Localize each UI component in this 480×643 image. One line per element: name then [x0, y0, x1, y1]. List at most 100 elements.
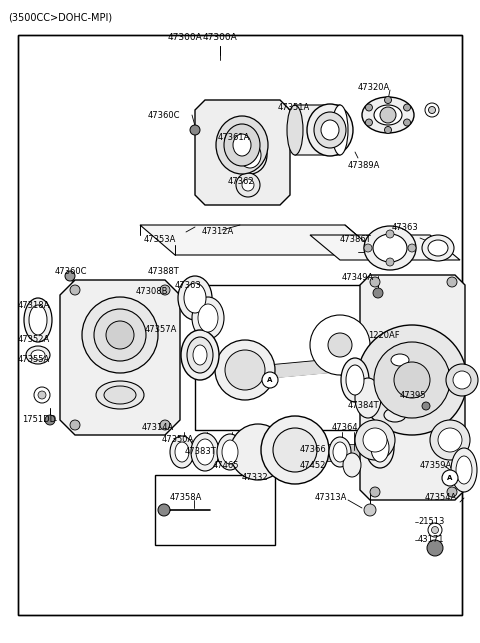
Text: (3500CC>DOHC-MPI): (3500CC>DOHC-MPI) — [8, 13, 112, 23]
Text: 47384T: 47384T — [348, 401, 380, 410]
Ellipse shape — [184, 283, 206, 313]
Text: 47350A: 47350A — [162, 435, 194, 444]
Ellipse shape — [187, 337, 213, 373]
Text: 47359A: 47359A — [420, 460, 452, 469]
Text: 47362: 47362 — [228, 177, 254, 186]
Circle shape — [242, 179, 254, 191]
Circle shape — [261, 416, 329, 484]
Circle shape — [373, 288, 383, 298]
Text: 47349A: 47349A — [342, 273, 374, 282]
Ellipse shape — [29, 305, 47, 335]
Circle shape — [34, 387, 50, 403]
Ellipse shape — [346, 365, 364, 395]
Circle shape — [428, 523, 442, 537]
Ellipse shape — [373, 234, 407, 262]
Circle shape — [404, 104, 410, 111]
Polygon shape — [310, 235, 460, 260]
Text: 47358A: 47358A — [170, 493, 203, 502]
Polygon shape — [140, 225, 380, 255]
Circle shape — [427, 540, 443, 556]
Text: 47355A: 47355A — [18, 356, 50, 365]
Text: A: A — [267, 377, 273, 383]
Ellipse shape — [170, 436, 194, 468]
Text: 47465: 47465 — [213, 460, 240, 469]
Text: 47389A: 47389A — [348, 161, 380, 170]
Circle shape — [230, 424, 286, 480]
Circle shape — [355, 420, 395, 460]
Ellipse shape — [329, 437, 351, 467]
Circle shape — [215, 340, 275, 400]
Circle shape — [45, 415, 55, 425]
Ellipse shape — [233, 136, 267, 174]
Circle shape — [442, 470, 458, 486]
Ellipse shape — [224, 124, 260, 166]
Circle shape — [363, 428, 387, 452]
Ellipse shape — [422, 235, 454, 261]
Text: 43171: 43171 — [418, 536, 444, 545]
Text: 47308B: 47308B — [136, 287, 168, 296]
Circle shape — [408, 244, 416, 252]
Ellipse shape — [428, 240, 448, 256]
Circle shape — [160, 420, 170, 430]
Ellipse shape — [287, 105, 303, 155]
Circle shape — [453, 371, 471, 389]
Ellipse shape — [451, 448, 477, 492]
Text: 47388T: 47388T — [148, 267, 180, 276]
Text: 47300A: 47300A — [203, 33, 238, 42]
Circle shape — [446, 364, 478, 396]
Ellipse shape — [191, 433, 219, 471]
Circle shape — [386, 230, 394, 238]
Circle shape — [364, 504, 376, 516]
Ellipse shape — [222, 440, 238, 464]
Text: 47361A: 47361A — [218, 134, 251, 143]
Text: 47332: 47332 — [242, 473, 269, 482]
Text: 1751DD: 1751DD — [22, 415, 56, 424]
Ellipse shape — [321, 120, 339, 140]
Text: 47320A: 47320A — [358, 84, 390, 93]
Polygon shape — [195, 100, 290, 205]
Circle shape — [447, 487, 457, 497]
Ellipse shape — [31, 350, 45, 360]
Ellipse shape — [391, 354, 409, 366]
Bar — [195, 285, 380, 430]
Circle shape — [364, 244, 372, 252]
Ellipse shape — [362, 97, 414, 133]
Text: 47354A: 47354A — [425, 493, 457, 502]
Circle shape — [432, 527, 439, 534]
Ellipse shape — [355, 378, 381, 418]
Circle shape — [438, 428, 462, 452]
Text: 47352A: 47352A — [18, 336, 50, 345]
Text: 47366: 47366 — [300, 446, 327, 455]
Polygon shape — [60, 280, 180, 435]
Text: 47386T: 47386T — [340, 235, 372, 244]
Text: 21513: 21513 — [418, 518, 444, 527]
Text: 47395: 47395 — [400, 390, 427, 399]
Ellipse shape — [384, 408, 406, 422]
Ellipse shape — [233, 134, 251, 156]
Ellipse shape — [343, 453, 361, 477]
Ellipse shape — [217, 434, 243, 470]
Circle shape — [365, 119, 372, 126]
Circle shape — [65, 271, 75, 281]
Ellipse shape — [371, 434, 389, 462]
Text: 47364: 47364 — [332, 424, 359, 433]
Circle shape — [422, 402, 430, 410]
Ellipse shape — [104, 386, 136, 404]
Text: 47351A: 47351A — [278, 104, 310, 113]
Polygon shape — [285, 105, 350, 155]
Text: 47360C: 47360C — [148, 111, 180, 120]
Circle shape — [380, 107, 396, 123]
Ellipse shape — [196, 439, 214, 465]
Ellipse shape — [96, 381, 144, 409]
Circle shape — [374, 342, 450, 418]
Circle shape — [236, 173, 260, 197]
Text: 47300A: 47300A — [168, 33, 203, 42]
Text: 1220AF: 1220AF — [368, 331, 400, 340]
Ellipse shape — [216, 116, 268, 174]
Circle shape — [328, 333, 352, 357]
Ellipse shape — [181, 330, 219, 380]
Circle shape — [225, 350, 265, 390]
Circle shape — [262, 372, 278, 388]
Circle shape — [370, 277, 380, 287]
Circle shape — [190, 125, 200, 135]
